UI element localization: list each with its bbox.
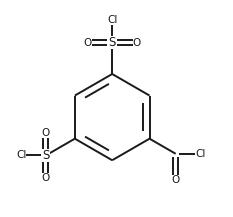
Text: Cl: Cl — [195, 149, 206, 159]
Text: S: S — [109, 36, 116, 49]
Text: O: O — [133, 38, 141, 48]
Text: O: O — [83, 38, 92, 48]
Text: O: O — [171, 175, 180, 185]
Text: O: O — [42, 128, 50, 138]
Text: Cl: Cl — [16, 150, 26, 160]
Text: O: O — [42, 173, 50, 183]
Text: S: S — [42, 149, 50, 162]
Text: Cl: Cl — [107, 15, 117, 25]
